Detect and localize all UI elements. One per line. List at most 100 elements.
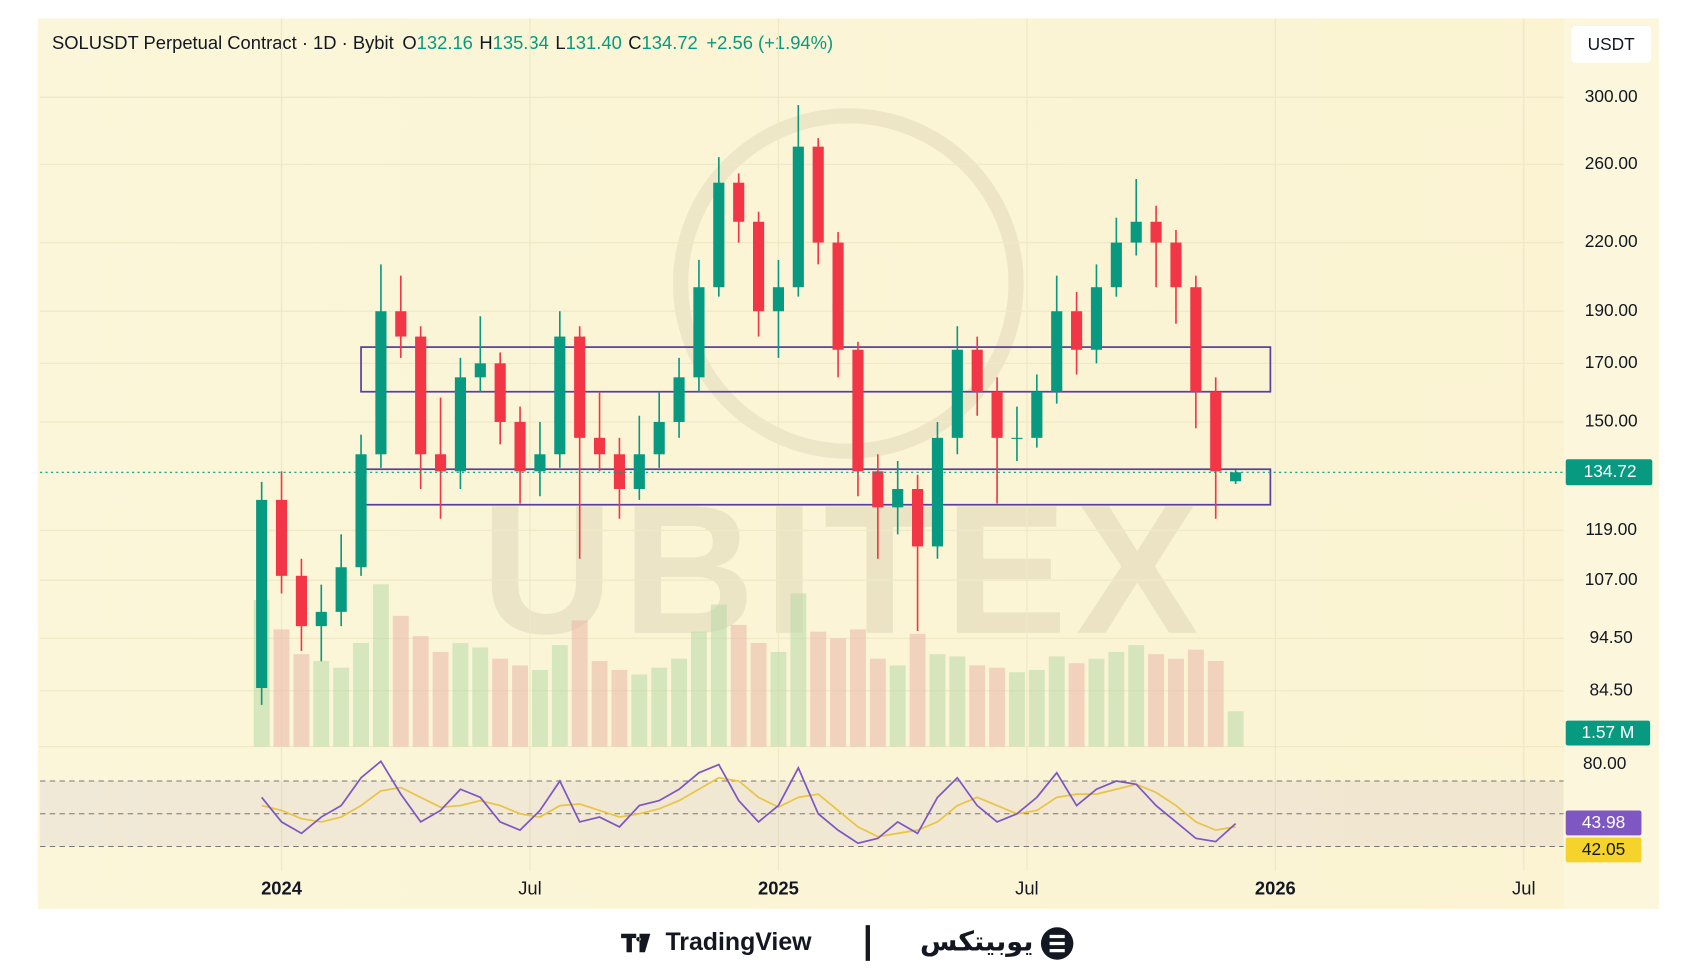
rsi-line <box>260 760 1237 845</box>
rsi-value-label: 43.98 <box>1582 812 1625 832</box>
rsi-tick-label: 80.00 <box>1583 753 1626 773</box>
candle-body <box>554 336 566 455</box>
candle-body <box>415 336 427 455</box>
volume-bar <box>551 645 568 747</box>
x-tick-label: Jul <box>1512 877 1536 898</box>
volume-bar <box>432 651 449 747</box>
volume-bar <box>710 604 727 747</box>
candle-body <box>653 421 665 455</box>
volume-bar <box>452 642 469 747</box>
volume-bar <box>392 615 409 747</box>
candle-body <box>852 349 864 472</box>
volume-bar <box>1207 660 1224 747</box>
last-price-label: 134.72 <box>1584 461 1637 481</box>
candle-body <box>1170 242 1182 288</box>
volume-bar <box>989 667 1006 747</box>
header-change: +2.56 (+1.94%) <box>706 32 833 53</box>
candle-body <box>1190 287 1202 392</box>
volume-label: 1.57 M <box>1581 722 1634 742</box>
x-tick-label: Jul <box>518 877 542 898</box>
volume-bar <box>1128 645 1145 747</box>
volume-bar <box>313 660 330 747</box>
y-tick-label: 300.00 <box>1585 86 1638 106</box>
rsi-ma-label: 42.05 <box>1582 839 1625 859</box>
axis-unit: USDT <box>1588 34 1636 54</box>
y-tick-label: 220.00 <box>1585 231 1638 251</box>
chart-panel <box>37 18 1659 909</box>
candle-body <box>872 471 884 508</box>
candle-body <box>256 499 268 688</box>
volume-bar <box>1028 669 1045 747</box>
candle-body <box>295 575 307 627</box>
volume-bar <box>412 636 429 747</box>
volume-bar <box>651 667 668 747</box>
volume-bar <box>1009 672 1025 747</box>
candle-body <box>931 437 944 547</box>
header-title: SOLUSDT Perpetual Contract · 1D · Bybit <box>52 32 394 53</box>
volume-bar <box>293 654 310 747</box>
volume-bar <box>929 654 946 747</box>
y-tick-label: 107.00 <box>1585 569 1638 589</box>
volume-bar <box>830 638 847 747</box>
volume-bar <box>1168 658 1184 747</box>
candle-body <box>912 488 924 547</box>
volume-bar <box>472 647 489 747</box>
footer-tradingview: TradingView <box>665 928 812 956</box>
ohlc-letter: C <box>628 32 641 53</box>
candle-body <box>355 454 367 568</box>
volume-bar <box>571 620 588 747</box>
last-price-box <box>1565 459 1653 486</box>
candle-body <box>1031 391 1043 438</box>
footer-ubitex: یوبیتکس <box>920 927 1033 958</box>
candle-body <box>1051 311 1063 392</box>
candle-body <box>772 287 785 312</box>
ohlc-value: 131.40 <box>566 32 622 53</box>
candle-body <box>1090 287 1103 350</box>
ubitex-logo-mark <box>1049 934 1065 953</box>
x-tick-label: 2025 <box>758 877 799 898</box>
candle-body <box>395 311 407 337</box>
candle-body <box>613 454 626 489</box>
volume-bar <box>690 631 707 747</box>
candle-body <box>315 611 327 627</box>
volume-bar <box>750 642 767 747</box>
candle-body <box>1230 472 1242 482</box>
volume-bar <box>1227 711 1244 747</box>
volume-bar <box>512 665 529 747</box>
volume-bar <box>1068 663 1085 747</box>
ohlc-letter: O <box>402 32 416 53</box>
candle-body <box>733 182 745 222</box>
volume-bar <box>770 651 787 747</box>
rsi-ma-box <box>1565 837 1642 863</box>
x-tick-label: Jul <box>1015 877 1039 898</box>
volume-label-box <box>1565 720 1651 746</box>
unit-box <box>1571 25 1652 63</box>
volume-bar <box>1048 656 1065 747</box>
candle-body <box>971 349 983 392</box>
candle-body <box>812 146 824 243</box>
ohlc-letter: L <box>555 32 565 53</box>
volume-bar <box>790 593 807 747</box>
candle-body <box>991 391 1003 438</box>
y-tick-label: 84.50 <box>1590 679 1633 699</box>
volume-bar <box>1108 651 1125 747</box>
candle-body <box>713 182 725 288</box>
volume-bar <box>730 624 747 747</box>
y-tick-label: 150.00 <box>1585 411 1638 431</box>
footer-divider <box>865 925 870 961</box>
volume-bar <box>611 669 628 747</box>
y-tick-label: 260.00 <box>1585 153 1638 173</box>
candle-body <box>1210 391 1222 472</box>
rsi-ma-line <box>261 776 1236 838</box>
candle-body <box>454 377 466 472</box>
candle-body <box>1071 311 1083 350</box>
candle-body <box>534 454 546 472</box>
volume-bar <box>1187 649 1204 747</box>
volume-bar <box>531 669 548 747</box>
volume-bar <box>850 629 866 747</box>
ohlc-letter: H <box>479 32 492 53</box>
candle-body <box>1011 437 1023 439</box>
candle-body <box>633 454 645 489</box>
